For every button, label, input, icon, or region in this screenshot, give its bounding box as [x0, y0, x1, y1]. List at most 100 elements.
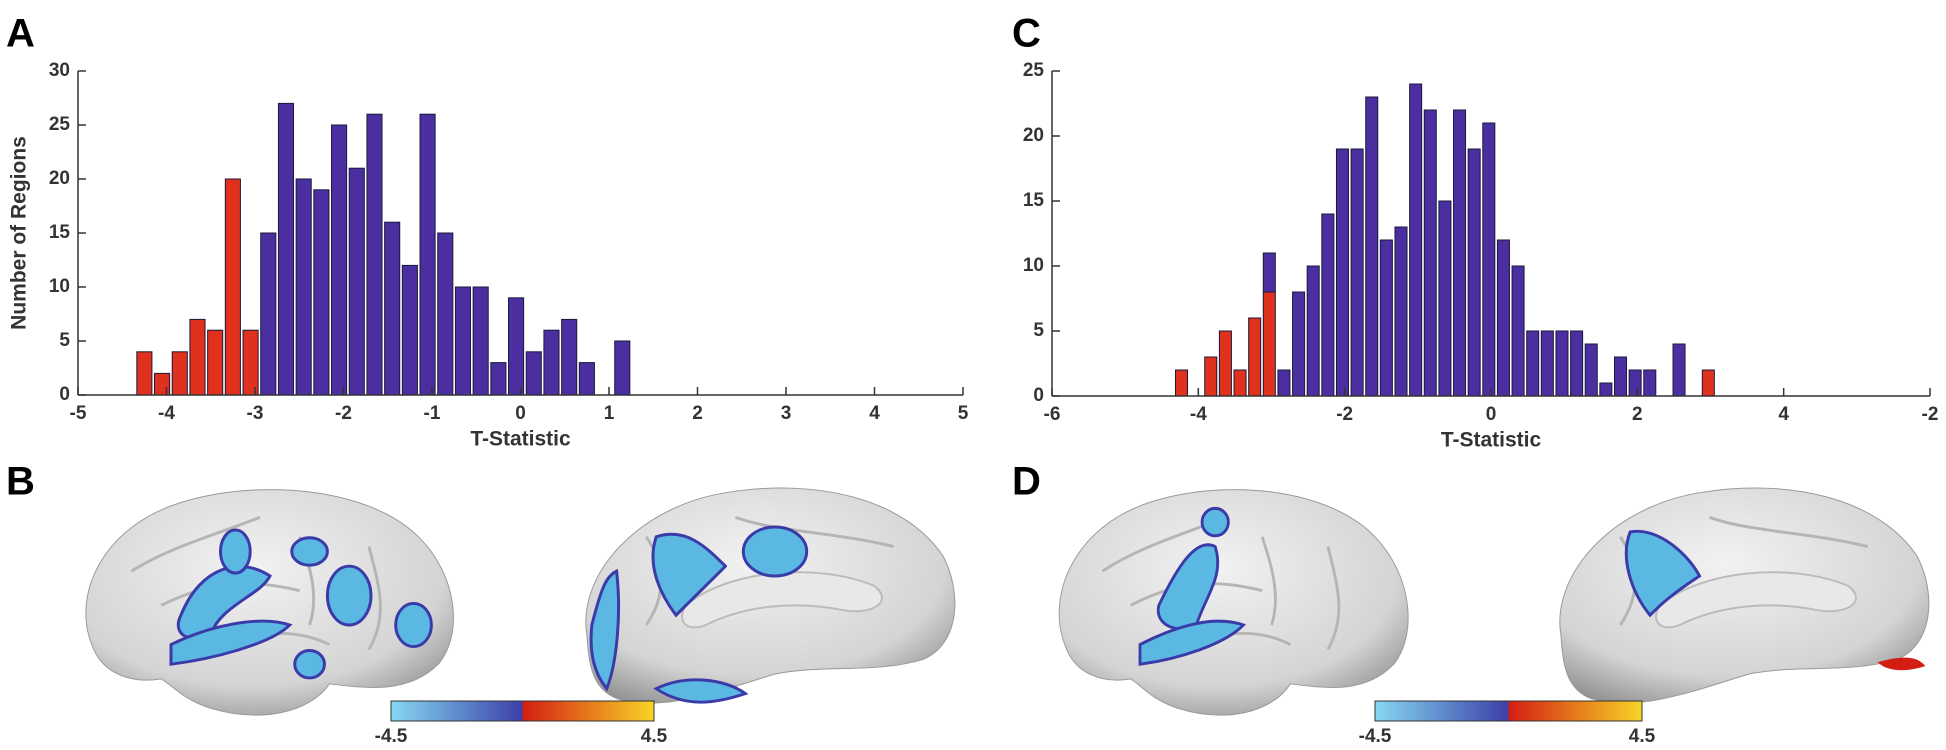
y-tick-label: 10 [49, 276, 70, 297]
bar [472, 286, 489, 396]
bar [384, 221, 401, 396]
bar [260, 232, 277, 396]
brain-lateral [1057, 488, 1410, 717]
y-tick-label: 30 [49, 60, 70, 81]
y-tick-label: 25 [49, 114, 71, 135]
panel-label: D [1012, 460, 1041, 504]
y-tick-label: 5 [1033, 320, 1044, 341]
bar [224, 178, 241, 396]
x-tick-label: 3 [781, 403, 792, 424]
y-tick-label: 25 [1023, 60, 1045, 81]
colorbar [390, 700, 655, 722]
colorbar-label: -4.5 [1359, 726, 1392, 747]
bar [1672, 343, 1686, 397]
x-tick-label: -4 [1190, 404, 1207, 425]
y-tick-label: 5 [59, 330, 70, 351]
colorbar [1374, 700, 1643, 722]
bar [189, 318, 206, 396]
bar [1701, 369, 1715, 397]
bar [295, 178, 312, 396]
x-tick-label: -2 [335, 403, 352, 424]
x-tick-label: -5 [70, 403, 87, 424]
y-tick-label: 15 [49, 222, 71, 243]
bar [171, 351, 188, 396]
x-axis-label: T-Statistic [1441, 429, 1542, 452]
x-tick-label: 4 [869, 403, 880, 424]
bar [154, 372, 171, 396]
x-tick-label: -3 [247, 403, 264, 424]
x-axis-label: T-Statistic [470, 428, 571, 451]
colorbar-label: 4.5 [1629, 726, 1656, 747]
x-tick-label: 0 [1486, 404, 1497, 425]
bar [331, 124, 348, 396]
panel-label: B [6, 460, 35, 504]
bar [1233, 369, 1247, 397]
bar [454, 286, 472, 396]
bar [1570, 330, 1584, 397]
x-tick-label: 1 [604, 403, 615, 424]
bar [1292, 291, 1306, 397]
bar [313, 189, 330, 396]
x-tick-label: 2 [692, 403, 703, 424]
x-tick-label: -6 [1044, 404, 1061, 425]
bar [1262, 291, 1276, 397]
x-tick-label: 5 [958, 403, 969, 424]
bar [277, 102, 295, 396]
bar [1482, 122, 1496, 397]
bar [525, 351, 542, 396]
x-tick-label: -2 [1336, 404, 1353, 425]
brain-medial [584, 486, 957, 705]
x-tick-label: -4 [158, 403, 175, 424]
bar [1628, 369, 1642, 397]
bar [1511, 265, 1525, 397]
bar [1540, 330, 1554, 397]
bar [1643, 369, 1657, 397]
bar [1599, 382, 1613, 397]
brain-lateral [84, 488, 455, 717]
y-axis-label: Number of Regions [8, 136, 31, 330]
bar [578, 362, 595, 396]
bar [1526, 330, 1540, 397]
bar [1350, 148, 1364, 397]
brain-medial [1558, 486, 1931, 705]
bar [1467, 148, 1481, 397]
bar [136, 351, 153, 396]
bar [1379, 239, 1393, 397]
bar [348, 167, 365, 396]
bar [1262, 252, 1276, 293]
bar [366, 113, 383, 396]
x-tick-label: -2 [1922, 404, 1939, 425]
bar [419, 113, 436, 396]
x-tick-label: 0 [515, 403, 526, 424]
bar [1277, 369, 1291, 397]
x-tick-label: -1 [424, 403, 441, 424]
bar [1321, 213, 1335, 397]
bar [1584, 343, 1598, 397]
panel-label: C [1012, 12, 1041, 56]
y-tick-label: 0 [1033, 385, 1044, 406]
bar [242, 329, 259, 396]
y-tick-label: 10 [1023, 255, 1044, 276]
bar [1423, 109, 1437, 397]
bar [1218, 330, 1232, 397]
y-tick-label: 15 [1023, 190, 1045, 211]
bar [1555, 330, 1569, 397]
colorbar-label: -4.5 [375, 726, 408, 747]
bar [1204, 356, 1218, 397]
bar [490, 362, 507, 396]
bar [1409, 83, 1423, 397]
bar [508, 297, 525, 396]
bar [1248, 317, 1262, 397]
bar [1613, 356, 1628, 397]
bar [1496, 239, 1510, 397]
bar [437, 232, 454, 396]
y-tick-label: 20 [1023, 125, 1044, 146]
bar [1335, 148, 1349, 397]
bar [1438, 200, 1452, 397]
colorbar-label: 4.5 [641, 726, 668, 747]
bar [543, 329, 560, 396]
bar [1394, 226, 1408, 397]
bar [207, 329, 224, 396]
bar [1453, 109, 1467, 397]
